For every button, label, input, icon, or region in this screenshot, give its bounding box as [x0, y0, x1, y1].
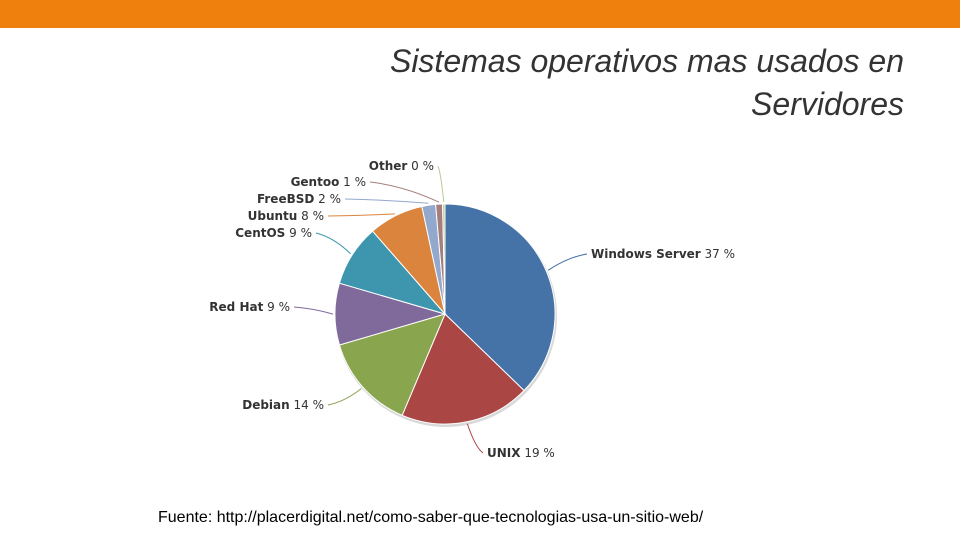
data-label-category: Gentoo: [291, 175, 340, 189]
data-label-value: 19 %: [521, 446, 555, 460]
data-label-centos: CentOS 9 %: [235, 226, 312, 240]
data-label-unix: UNIX 19 %: [487, 446, 555, 460]
data-label-value: 8 %: [297, 209, 324, 223]
data-label-category: Debian: [242, 398, 289, 412]
data-label-category: FreeBSD: [257, 192, 314, 206]
data-label-value: 9 %: [285, 226, 312, 240]
data-label-value: 0 %: [407, 159, 434, 173]
slide-title-line-2: Servidores: [751, 86, 904, 122]
data-label-gentoo: Gentoo 1 %: [291, 175, 366, 189]
data-label-category: Other: [369, 159, 408, 173]
data-label-category: CentOS: [235, 226, 285, 240]
connector-centos: [315, 232, 351, 255]
connector-red-hat: [293, 306, 334, 315]
slide-title-line-1: Sistemas operativos mas usados en: [389, 43, 904, 79]
data-label-value: 9 %: [263, 300, 290, 314]
connector-gentoo: [369, 181, 440, 203]
pie-slice-windows-server[interactable]: [444, 203, 556, 392]
pie-slice-unix[interactable]: [401, 313, 525, 425]
data-label-value: 37 %: [701, 247, 735, 261]
data-label-value: 2 %: [314, 192, 341, 206]
pie-slice-debian[interactable]: [338, 313, 446, 416]
source-note: Fuente: http://placerdigital.net/como-sa…: [158, 509, 704, 526]
data-label-category: Windows Server: [591, 247, 701, 261]
pie-slice-other[interactable]: [442, 203, 446, 315]
data-label-windows-server: Windows Server 37 %: [591, 247, 735, 261]
slide-title: Sistemas operativos mas usados en Servid…: [304, 40, 904, 126]
data-label-freebsd: FreeBSD 2 %: [257, 192, 341, 206]
connector-unix: [466, 423, 484, 454]
connector-debian: [327, 388, 362, 406]
data-label-other: Other 0 %: [369, 159, 434, 173]
connector-ubuntu: [327, 213, 395, 217]
data-label-category: UNIX: [487, 446, 521, 460]
data-label-category: Ubuntu: [248, 209, 298, 223]
data-label-category: Red Hat: [209, 300, 263, 314]
top-accent-bar: [0, 0, 960, 28]
data-label-value: 14 %: [290, 398, 324, 412]
data-label-red-hat: Red Hat 9 %: [209, 300, 290, 314]
connector-windows-server: [547, 253, 588, 271]
connector-other: [437, 165, 445, 203]
data-label-value: 1 %: [339, 175, 366, 189]
data-label-ubuntu: Ubuntu 8 %: [248, 209, 324, 223]
connector-freebsd: [344, 198, 429, 204]
data-label-debian: Debian 14 %: [242, 398, 324, 412]
